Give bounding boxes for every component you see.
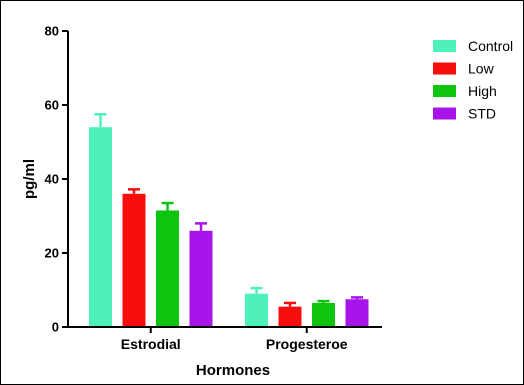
x-ticks: Estrodial Progesteroe bbox=[121, 327, 348, 352]
bar bbox=[278, 306, 302, 327]
legend-swatch bbox=[433, 107, 456, 120]
y-tick-label: 80 bbox=[45, 24, 59, 39]
legend: Control Low High STD bbox=[433, 38, 513, 122]
y-ticks: 0 20 40 60 80 bbox=[45, 24, 68, 335]
legend-swatch bbox=[433, 85, 456, 97]
chart-marks bbox=[89, 113, 369, 327]
x-tick-label: Progesteroe bbox=[266, 336, 348, 352]
bar bbox=[312, 302, 335, 327]
legend-swatch bbox=[433, 62, 456, 75]
y-tick-label: 20 bbox=[45, 246, 59, 261]
bar bbox=[245, 293, 268, 327]
bar bbox=[345, 299, 369, 327]
bar bbox=[156, 210, 179, 327]
legend-label: High bbox=[468, 83, 497, 99]
chart-axes bbox=[67, 31, 382, 328]
x-axis-title: Hormones bbox=[196, 362, 270, 379]
legend-swatch bbox=[433, 40, 456, 52]
y-tick-label: 40 bbox=[45, 172, 59, 187]
legend-label: Low bbox=[468, 61, 495, 77]
y-tick-label: 60 bbox=[45, 98, 59, 113]
legend-label: Control bbox=[468, 38, 513, 54]
y-axis-title: pg/ml bbox=[21, 159, 38, 199]
legend-label: STD bbox=[468, 106, 496, 122]
bar bbox=[89, 127, 112, 327]
x-tick-label: Estrodial bbox=[121, 336, 181, 352]
y-tick-label: 0 bbox=[52, 320, 59, 335]
bar bbox=[122, 193, 146, 327]
bar bbox=[189, 230, 213, 327]
